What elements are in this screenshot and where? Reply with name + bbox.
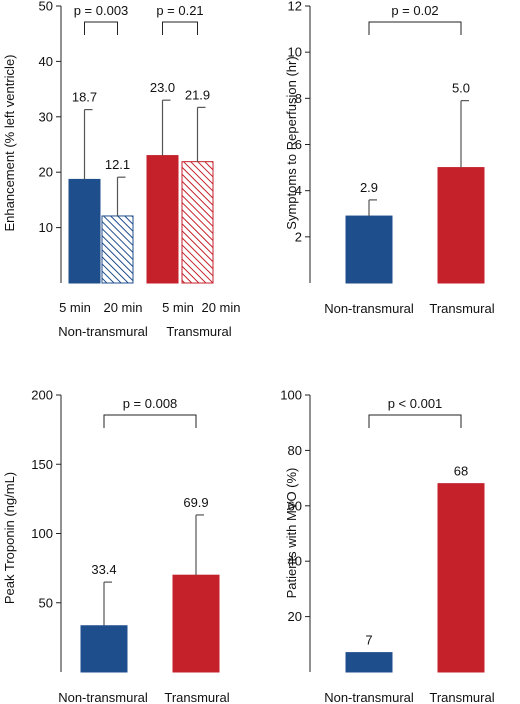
significance-bracket bbox=[368, 414, 462, 428]
y-tick-label: 100 bbox=[31, 526, 53, 541]
bars: 18.7 12.1 23.0 21.9 bbox=[68, 80, 214, 284]
data-label: 5.0 bbox=[452, 81, 470, 96]
y-axis-label: Enhancement (% left ventricle) bbox=[2, 54, 17, 231]
bar bbox=[146, 155, 179, 284]
y-tick-label: 6 bbox=[295, 137, 302, 152]
x-tick-label: 5 min bbox=[162, 300, 194, 315]
x-tick-label: Non-transmural bbox=[58, 690, 148, 704]
y-tick-label: 50 bbox=[39, 595, 53, 610]
y-axis-label: Symptoms to Reperfusion (hr) bbox=[284, 56, 299, 229]
x-tick-label: 5 min bbox=[59, 300, 91, 315]
bar bbox=[80, 625, 128, 673]
bars: 7 68 bbox=[345, 464, 485, 673]
bar bbox=[345, 652, 393, 673]
bars: 33.4 69.9 bbox=[80, 495, 220, 673]
bar bbox=[181, 161, 214, 284]
bar bbox=[101, 215, 134, 284]
comparisons: p = 0.003 p = 0.21 bbox=[74, 3, 204, 35]
x-tick-label: 20 min bbox=[103, 300, 142, 315]
y-tick-label: 12 bbox=[288, 0, 302, 14]
data-label: 21.9 bbox=[185, 87, 210, 102]
data-label: 18.7 bbox=[72, 90, 97, 105]
data-label: 23.0 bbox=[150, 80, 175, 95]
comparisons: p = 0.02 bbox=[368, 3, 462, 35]
y-tick-label: 150 bbox=[31, 457, 53, 472]
y-axis-label: Peak Troponin (ng/mL) bbox=[2, 472, 17, 604]
bar bbox=[437, 483, 485, 673]
y-tick-label: 60 bbox=[288, 498, 302, 513]
y-ticks: 20 40 60 80 100 bbox=[280, 388, 311, 672]
p-value-label: p = 0.008 bbox=[123, 396, 178, 411]
y-tick-label: 10 bbox=[39, 220, 53, 235]
data-label: 12.1 bbox=[105, 157, 130, 172]
y-tick-label: 40 bbox=[39, 54, 53, 69]
bar bbox=[437, 167, 485, 284]
data-label: 2.9 bbox=[360, 180, 378, 195]
y-tick-label: 20 bbox=[39, 165, 53, 180]
x-tick-label: Non-transmural bbox=[324, 301, 414, 316]
y-tick-label: 20 bbox=[288, 609, 302, 624]
y-tick-label: 40 bbox=[288, 554, 302, 569]
y-tick-label: 100 bbox=[280, 388, 302, 403]
p-value-label: p = 0.21 bbox=[156, 3, 203, 18]
panel-peak-troponin: Peak Troponin (ng/mL) 50 100 150 200 33.4 69… bbox=[2, 388, 230, 704]
significance-bracket bbox=[103, 414, 197, 428]
y-tick-label: 80 bbox=[288, 443, 302, 458]
y-tick-label: 2 bbox=[295, 229, 302, 244]
y-tick-label: 10 bbox=[288, 45, 302, 60]
y-tick-label: 30 bbox=[39, 109, 53, 124]
significance-bracket bbox=[368, 21, 462, 35]
panel-enhancement: Enhancement (% left ventricle) 10 20 30 40 5… bbox=[2, 0, 241, 339]
bar bbox=[68, 178, 101, 284]
x-tick-label: 20 min bbox=[201, 300, 240, 315]
y-tick-label: 8 bbox=[295, 91, 302, 106]
bars: 2.9 5.0 bbox=[345, 81, 485, 284]
panel-patients-with-mvo: Patients with MVO (%) 20 40 60 80 100 7 68 p … bbox=[280, 388, 494, 704]
data-label: 7 bbox=[365, 633, 372, 648]
x-tick-label: Transmural bbox=[429, 301, 494, 316]
x-tick-label: Non-transmural bbox=[324, 690, 414, 704]
data-label: 33.4 bbox=[91, 562, 116, 577]
group-label: Transmural bbox=[166, 324, 231, 339]
p-value-label: p = 0.003 bbox=[74, 3, 129, 18]
x-tick-label: Transmural bbox=[429, 690, 494, 704]
y-tick-label: 50 bbox=[39, 0, 53, 14]
data-label: 68 bbox=[454, 464, 468, 479]
y-ticks: 50 100 150 200 bbox=[31, 388, 62, 672]
comparisons: p < 0.001 bbox=[368, 396, 462, 428]
y-axis-label: Patients with MVO (%) bbox=[284, 468, 299, 599]
x-tick-label: Transmural bbox=[164, 690, 229, 704]
p-value-label: p < 0.001 bbox=[388, 396, 443, 411]
y-tick-label: 200 bbox=[31, 388, 53, 403]
group-label: Non-transmural bbox=[58, 324, 148, 339]
comparisons: p = 0.008 bbox=[103, 396, 197, 428]
y-tick-label: 4 bbox=[295, 183, 302, 198]
significance-bracket bbox=[162, 21, 198, 35]
panel-symptoms-to-reperfusion: Symptoms to Reperfusion (hr) 2 4 6 8 10 12 2.… bbox=[284, 0, 495, 316]
y-ticks: 2 4 6 8 10 12 bbox=[288, 0, 311, 283]
bar bbox=[172, 574, 220, 673]
p-value-label: p = 0.02 bbox=[391, 3, 438, 18]
significance-bracket bbox=[84, 21, 118, 35]
y-ticks: 10 20 30 40 50 bbox=[39, 0, 62, 283]
data-label: 69.9 bbox=[183, 495, 208, 510]
bar bbox=[345, 215, 393, 284]
